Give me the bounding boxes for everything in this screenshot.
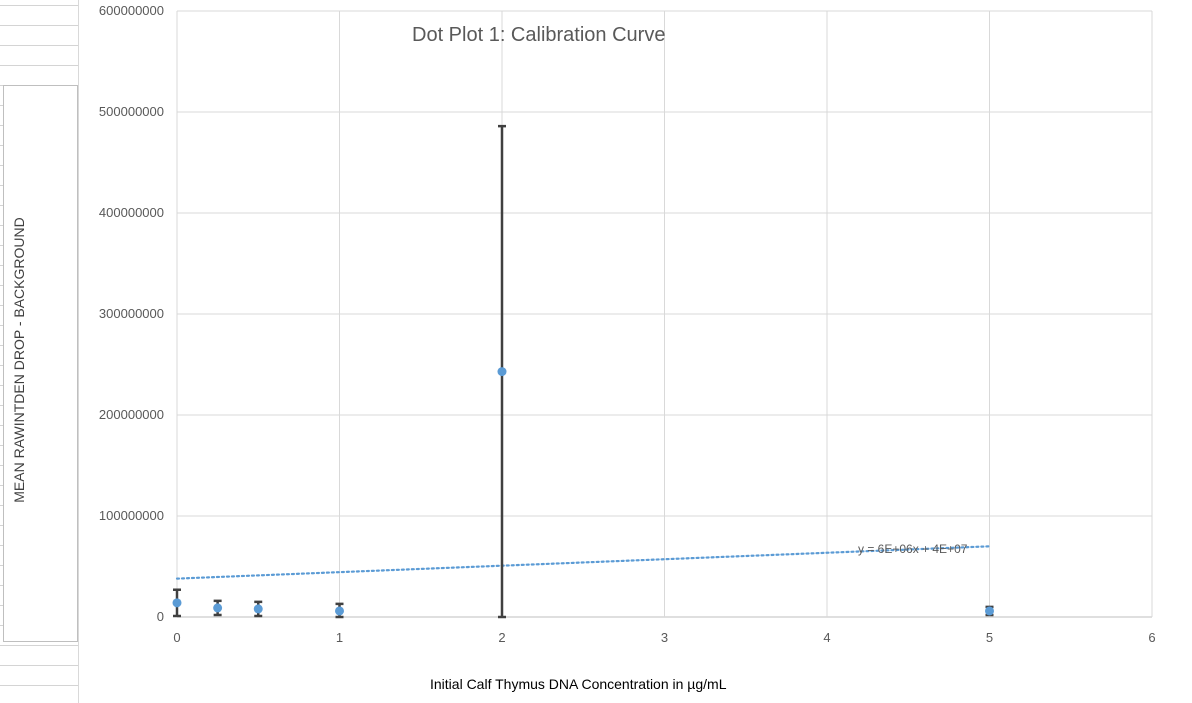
- data-point[interactable]: [172, 598, 182, 608]
- x-tick-label: 3: [661, 630, 668, 645]
- y-tick-label: 600000000: [99, 3, 164, 18]
- data-point[interactable]: [497, 367, 507, 377]
- y-tick-label: 300000000: [99, 306, 164, 321]
- x-axis-title[interactable]: Initial Calf Thymus DNA Concentration in…: [430, 676, 727, 692]
- data-point[interactable]: [213, 603, 223, 613]
- x-tick-label: 4: [823, 630, 830, 645]
- data-point[interactable]: [985, 606, 994, 616]
- x-tick-label: 6: [1148, 630, 1155, 645]
- x-tick-label: 5: [986, 630, 993, 645]
- y-axis-title-box[interactable]: [3, 85, 78, 642]
- y-tick-label: 400000000: [99, 205, 164, 220]
- y-tick-label: 100000000: [99, 508, 164, 523]
- chart-area[interactable]: [78, 0, 1192, 703]
- y-tick-label: 0: [157, 609, 164, 624]
- x-tick-label: 2: [498, 630, 505, 645]
- x-tick-label: 0: [173, 630, 180, 645]
- trendline: [175, 545, 991, 580]
- chart-title[interactable]: Dot Plot 1: Calibration Curve: [412, 24, 666, 46]
- x-tick-label: 1: [336, 630, 343, 645]
- y-tick-label: 500000000: [99, 104, 164, 119]
- trendline-equation[interactable]: y = 6E+06x + 4E+07: [858, 542, 968, 556]
- y-tick-label: 200000000: [99, 407, 164, 422]
- data-point[interactable]: [335, 606, 344, 616]
- data-point[interactable]: [253, 604, 263, 614]
